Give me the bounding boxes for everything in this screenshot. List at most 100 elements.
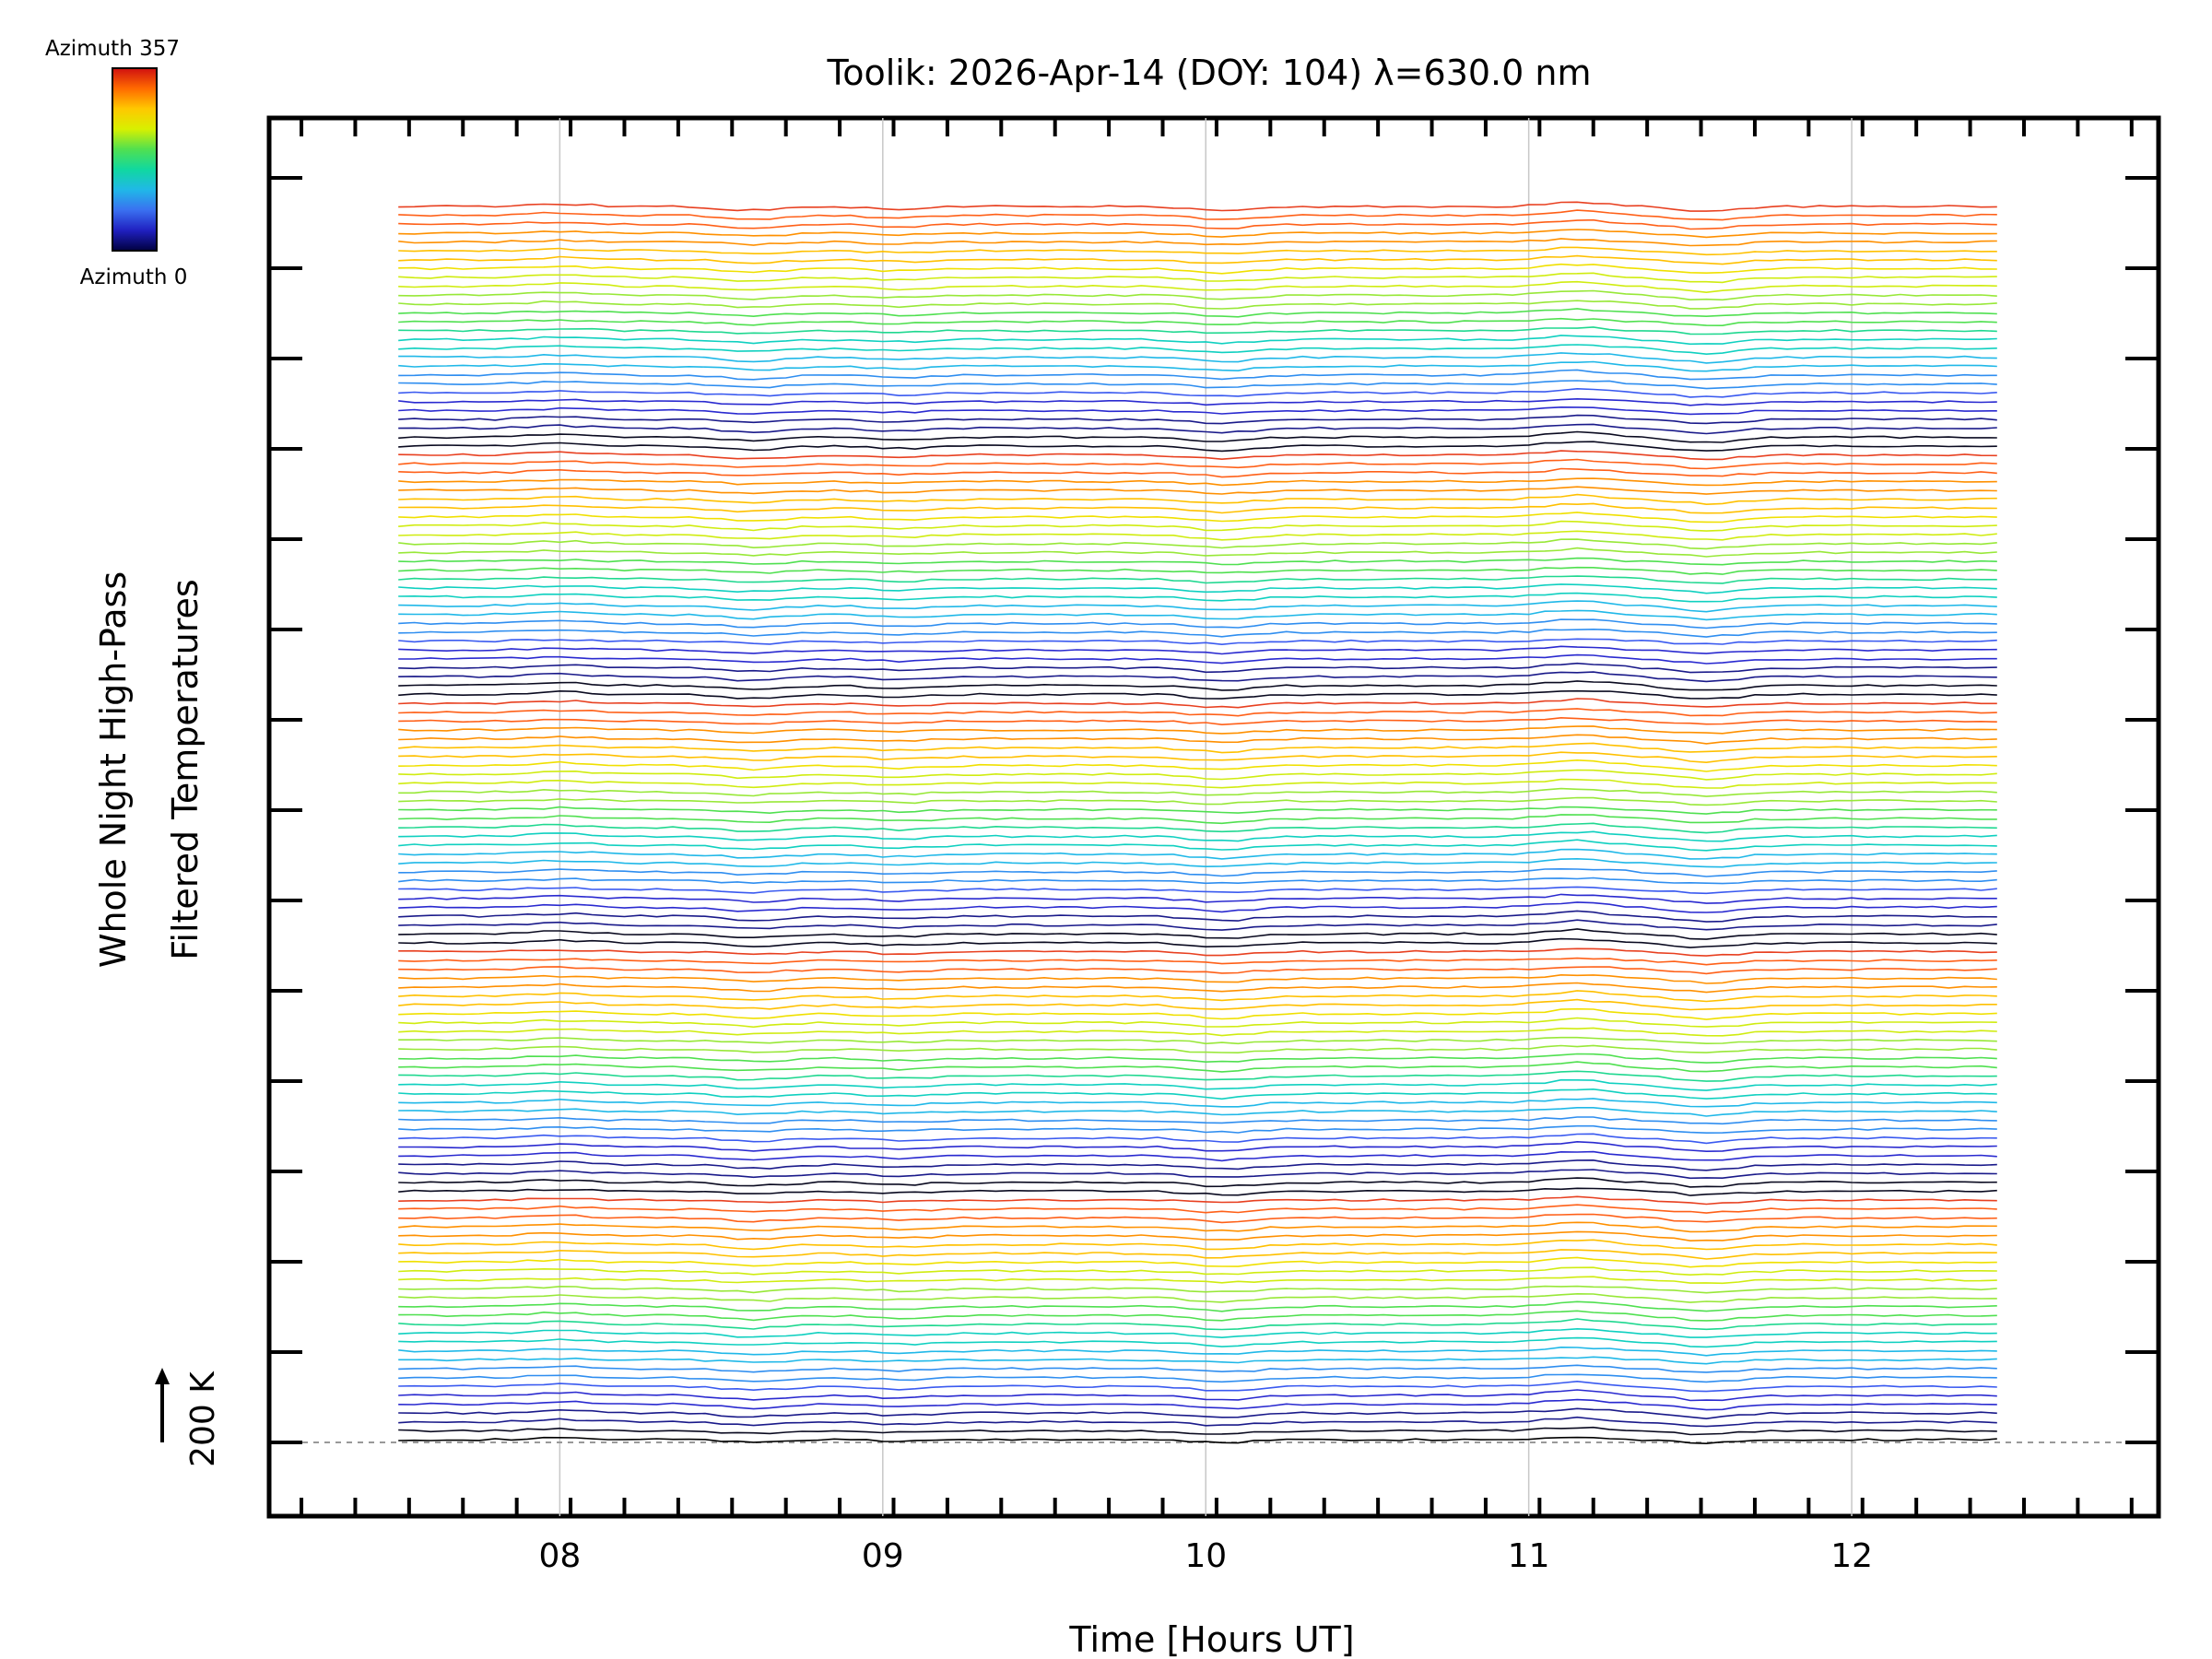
series-line xyxy=(398,947,1997,957)
series-line xyxy=(398,893,1997,904)
series-line xyxy=(398,326,1997,335)
series-line xyxy=(398,1204,1997,1214)
series-line xyxy=(398,671,1997,683)
series-line xyxy=(398,839,1997,852)
series-line xyxy=(398,1017,1997,1029)
series-line xyxy=(398,263,1997,275)
series-line xyxy=(398,458,1997,470)
series-line xyxy=(398,502,1997,514)
series-line xyxy=(398,857,1997,868)
series-line xyxy=(398,430,1997,443)
series-line xyxy=(398,1230,1997,1242)
series-line xyxy=(398,1007,1997,1020)
series-line xyxy=(398,759,1997,772)
series-line xyxy=(398,1407,1997,1420)
x-tick-label: 09 xyxy=(862,1537,904,1575)
series-line xyxy=(398,493,1997,506)
series-line xyxy=(398,716,1997,726)
series-line xyxy=(398,1327,1997,1339)
x-tick-label: 10 xyxy=(1184,1537,1227,1575)
series-line xyxy=(398,477,1997,487)
series-line xyxy=(398,1027,1997,1037)
series-line xyxy=(398,982,1997,994)
x-tick-label: 08 xyxy=(538,1537,581,1575)
series-line xyxy=(398,1239,1997,1251)
series-line xyxy=(398,638,1997,646)
series-line xyxy=(398,352,1997,364)
series-line xyxy=(398,628,1997,638)
series-line xyxy=(398,520,1997,532)
series-line xyxy=(398,698,1997,709)
series-line xyxy=(398,414,1997,425)
chart-title: Toolik: 2026-Apr-14 (DOY: 104) λ=630.0 n… xyxy=(827,53,1592,93)
series-line xyxy=(398,848,1997,860)
series-line xyxy=(398,653,1997,665)
series-line xyxy=(398,901,1997,913)
series-line xyxy=(398,1107,1997,1117)
series-line xyxy=(398,1159,1997,1171)
series-line xyxy=(398,380,1997,390)
series-line xyxy=(398,289,1997,301)
series-line xyxy=(398,1310,1997,1322)
series-line xyxy=(398,1249,1997,1260)
series-line xyxy=(398,1140,1997,1153)
series-line xyxy=(398,998,1997,1011)
series-line xyxy=(398,530,1997,541)
series-line xyxy=(398,973,1997,984)
series-line xyxy=(398,1116,1997,1125)
series-line xyxy=(398,966,1997,975)
series-line xyxy=(398,609,1997,621)
series-line xyxy=(398,822,1997,834)
series-line xyxy=(398,209,1997,221)
series-line xyxy=(398,1380,1997,1393)
series-line xyxy=(398,566,1997,575)
series-line xyxy=(398,1346,1997,1357)
x-tick-labels: 08 09 10 11 12 xyxy=(538,1537,1873,1575)
series-line xyxy=(398,246,1997,256)
series-line xyxy=(398,397,1997,406)
series-line xyxy=(398,1285,1997,1294)
series-line xyxy=(398,886,1997,895)
series-line xyxy=(398,600,1997,613)
series-line xyxy=(398,317,1997,327)
series-line xyxy=(398,618,1997,629)
series-line xyxy=(398,725,1997,735)
colorbar xyxy=(112,67,158,252)
plot-frame xyxy=(266,115,2161,1519)
series-line xyxy=(398,742,1997,754)
series-line xyxy=(398,1213,1997,1224)
series-line xyxy=(398,867,1997,877)
series-line xyxy=(398,308,1997,318)
series-line xyxy=(398,218,1997,230)
series-line xyxy=(398,538,1997,550)
series-line xyxy=(398,1169,1997,1180)
x-tick-label: 11 xyxy=(1508,1537,1550,1575)
series-line xyxy=(398,387,1997,398)
series-line xyxy=(398,369,1997,381)
series-line xyxy=(398,910,1997,923)
colorbar-bottom-label: Azimuth 0 xyxy=(80,265,188,289)
series-line xyxy=(398,238,1997,247)
series-line xyxy=(398,450,1997,461)
series-line xyxy=(398,1300,1997,1312)
series-group xyxy=(398,201,1997,1445)
series-line xyxy=(398,486,1997,495)
series-line xyxy=(398,769,1997,781)
series-line xyxy=(398,335,1997,346)
series-line xyxy=(398,1398,1997,1411)
series-line xyxy=(398,1177,1997,1188)
series-line xyxy=(398,280,1997,294)
series-line xyxy=(398,1426,1997,1436)
series-line xyxy=(398,360,1997,372)
series-line xyxy=(398,928,1997,940)
series-line xyxy=(398,1256,1997,1268)
series-line xyxy=(398,229,1997,239)
colorbar-top-label: Azimuth 357 xyxy=(45,37,180,61)
series-line xyxy=(398,1356,1997,1365)
series-line xyxy=(398,1098,1997,1108)
series-line xyxy=(398,680,1997,691)
series-line xyxy=(398,344,1997,356)
series-line xyxy=(398,734,1997,745)
series-line xyxy=(398,1133,1997,1145)
